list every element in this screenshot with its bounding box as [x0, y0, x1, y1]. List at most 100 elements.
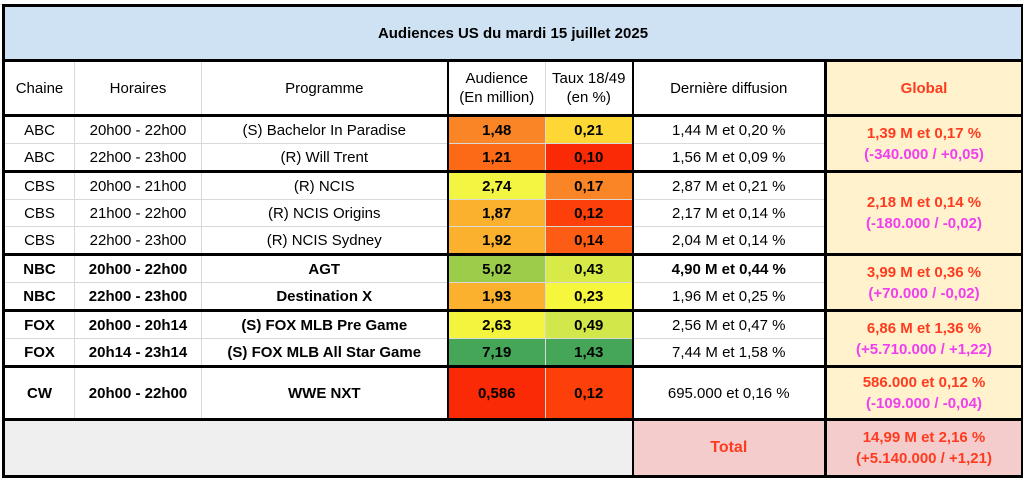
cell-horaires: 20h00 - 20h14 [74, 309, 202, 339]
cell-horaires: 22h00 - 23h00 [74, 226, 202, 255]
global-abc: 1,39 M et 0,17 % (-340.000 / +0,05) [824, 114, 1023, 172]
table-row: FOX 20h00 - 20h14 (S) FOX MLB Pre Game 2… [2, 309, 1023, 367]
global-delta: (+70.000 / -0,02) [868, 284, 980, 302]
cell-horaires: 20h00 - 21h00 [74, 170, 202, 200]
cell-taux: 0,23 [545, 282, 634, 311]
header-taux-line1: Taux 18/49 [552, 70, 626, 87]
cell-programme: (R) Will Trent [201, 143, 448, 172]
global-nbc: 3,99 M et 0,36 % (+70.000 / -0,02) [824, 253, 1023, 311]
header-audience: Audience (En million) [446, 59, 546, 116]
cell-chaine: CBS [2, 226, 75, 255]
cell-taux: 0,49 [545, 309, 634, 339]
header-taux: Taux 18/49 (en %) [545, 59, 634, 116]
header-taux-line2: (en %) [566, 89, 611, 106]
global-value: 3,99 M et 0,36 % [866, 263, 982, 281]
total-value: 14,99 M et 2,16 % (+5.140.000 / +1,21) [824, 418, 1023, 478]
global-delta: (-340.000 / +0,05) [864, 145, 984, 163]
cell-derniere: 1,44 M et 0,20 % [632, 114, 826, 144]
total-value-text: 14,99 M et 2,16 % [862, 429, 986, 446]
cell-derniere: 7,44 M et 1,58 % [632, 338, 826, 367]
total-label: Total [632, 418, 826, 478]
cell-chaine: NBC [2, 282, 75, 311]
table-row: CBS 22h00 - 23h00 (R) NCIS Sydney 1,92 0… [2, 226, 1023, 255]
cell-audience: 0,586 [446, 365, 546, 420]
cell-audience: 1,93 [446, 282, 546, 311]
cell-programme: (R) NCIS Sydney [201, 226, 448, 255]
global-value: 1,39 M et 0,17 % [866, 124, 982, 142]
cell-horaires: 22h00 - 23h00 [74, 143, 202, 172]
cell-horaires: 20h14 - 23h14 [74, 338, 202, 367]
cell-audience: 7,19 [446, 338, 546, 367]
cell-chaine: CBS [2, 170, 75, 200]
cell-audience: 1,92 [446, 226, 546, 255]
top-strip [0, 0, 1023, 5]
cell-derniere: 4,90 M et 0,44 % [632, 253, 826, 283]
global-delta: (-180.000 / -0,02) [866, 215, 982, 232]
cell-audience: 5,02 [446, 253, 546, 283]
header-chaine: Chaine [2, 59, 75, 116]
global-value: 6,86 M et 1,36 % [866, 319, 982, 337]
header-horaires: Horaires [74, 59, 202, 116]
header-global: Global [824, 59, 1023, 116]
cell-programme: (S) FOX MLB Pre Game [201, 309, 448, 339]
total-row: Total 14,99 M et 2,16 % (+5.140.000 / +1,… [2, 418, 1023, 478]
cell-horaires: 22h00 - 23h00 [74, 282, 202, 311]
header-derniere: Dernière diffusion [632, 59, 826, 116]
cell-chaine: ABC [2, 114, 75, 144]
global-value: 2,18 M et 0,14 % [866, 194, 982, 211]
global-cbs: 2,18 M et 0,14 % (-180.000 / -0,02) [824, 170, 1023, 255]
cell-derniere: 695.000 et 0,16 % [632, 365, 826, 420]
table-row: NBC 20h00 - 22h00 AGT 5,02 0,43 4,90 M e… [2, 253, 1023, 311]
global-value: 586.000 et 0,12 % [862, 374, 986, 391]
header-programme: Programme [201, 59, 448, 116]
global-cw: 586.000 et 0,12 % (-109.000 / -0,04) [824, 365, 1023, 420]
cell-programme: (S) Bachelor In Paradise [201, 114, 448, 144]
cell-taux: 0,10 [545, 143, 634, 172]
global-delta: (+5.710.000 / +1,22) [856, 340, 992, 358]
cell-audience: 2,63 [446, 309, 546, 339]
cell-horaires: 21h00 - 22h00 [74, 199, 202, 227]
table-row: CW 20h00 - 22h00 WWE NXT 0,586 0,12 695.… [2, 365, 1023, 420]
cell-horaires: 20h00 - 22h00 [74, 365, 202, 420]
cell-taux: 0,17 [545, 170, 634, 200]
cell-derniere: 1,96 M et 0,25 % [632, 282, 826, 311]
cell-horaires: 20h00 - 22h00 [74, 114, 202, 144]
audience-table: Audiences US du mardi 15 juillet 2025 Ch… [2, 4, 1023, 478]
cell-horaires: 20h00 - 22h00 [74, 253, 202, 283]
cell-chaine: CBS [2, 199, 75, 227]
cell-taux: 0,12 [545, 365, 634, 420]
table-row: FOX 20h14 - 23h14 (S) FOX MLB All Star G… [2, 338, 1023, 367]
cell-taux: 1,43 [545, 338, 634, 367]
cell-derniere: 2,56 M et 0,47 % [632, 309, 826, 339]
cell-derniere: 2,17 M et 0,14 % [632, 199, 826, 227]
cell-taux: 0,43 [545, 253, 634, 283]
table-title: Audiences US du mardi 15 juillet 2025 [2, 4, 1023, 62]
cell-taux: 0,14 [545, 226, 634, 255]
cell-audience: 2,74 [446, 170, 546, 200]
table-row: ABC 20h00 - 22h00 (S) Bachelor In Paradi… [2, 114, 1023, 172]
cell-programme: WWE NXT [201, 365, 448, 420]
header-audience-line1: Audience [465, 70, 529, 87]
cell-derniere: 2,04 M et 0,14 % [632, 226, 826, 255]
cell-programme: AGT [201, 253, 448, 283]
cell-programme: (R) NCIS [201, 170, 448, 200]
cell-chaine: CW [2, 365, 75, 420]
total-delta: (+5.140.000 / +1,21) [856, 450, 992, 467]
total-empty-cell [2, 418, 634, 478]
global-fox: 6,86 M et 1,36 % (+5.710.000 / +1,22) [824, 309, 1023, 367]
header-audience-line2: (En million) [459, 89, 535, 106]
cell-programme: (R) NCIS Origins [201, 199, 448, 227]
cell-programme: (S) FOX MLB All Star Game [201, 338, 448, 367]
cell-chaine: NBC [2, 253, 75, 283]
cell-chaine: ABC [2, 143, 75, 172]
cell-chaine: FOX [2, 309, 75, 339]
global-delta: (-109.000 / -0,04) [866, 395, 982, 412]
table-row: CBS 21h00 - 22h00 (R) NCIS Origins 1,87 … [2, 199, 1023, 227]
cell-derniere: 2,87 M et 0,21 % [632, 170, 826, 200]
table-row: CBS 20h00 - 21h00 (R) NCIS 2,74 0,17 2,8… [2, 170, 1023, 255]
cell-audience: 1,87 [446, 199, 546, 227]
cell-taux: 0,21 [545, 114, 634, 144]
cell-derniere: 1,56 M et 0,09 % [632, 143, 826, 172]
table-row: ABC 22h00 - 23h00 (R) Will Trent 1,21 0,… [2, 143, 1023, 172]
cell-programme: Destination X [201, 282, 448, 311]
